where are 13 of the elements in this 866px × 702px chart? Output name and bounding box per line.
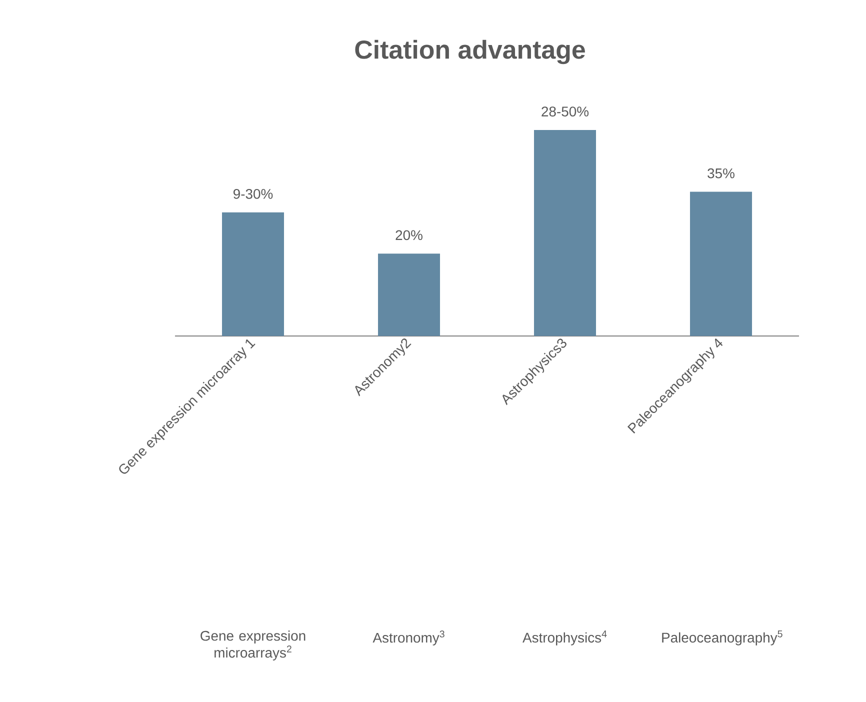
bar [378, 254, 440, 336]
chart-title: Citation advantage [355, 40, 585, 64]
text: Paleoceanography$^{5}$ [662, 630, 782, 646]
annotation: 9-30% [234, 188, 273, 199]
bar [222, 212, 284, 336]
bar [690, 192, 752, 336]
text: Astronomy$^{3}$ [372, 630, 444, 646]
annotation: 20% [396, 230, 422, 240]
annotation: 28-50% [542, 106, 589, 116]
text: Gene expression microarrays$^{2}$ [200, 630, 306, 660]
text: Astrophysics$^{4}$ [522, 630, 607, 646]
annotation: 35% [708, 168, 734, 178]
bar [534, 130, 596, 336]
